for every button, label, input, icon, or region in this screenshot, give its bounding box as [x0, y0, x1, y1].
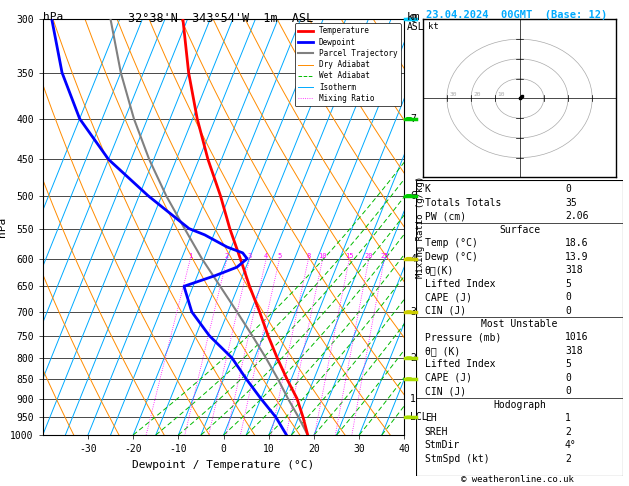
- Text: 8: 8: [306, 253, 311, 259]
- Text: 2: 2: [410, 353, 416, 363]
- Text: 13.9: 13.9: [565, 252, 589, 261]
- Text: Totals Totals: Totals Totals: [425, 198, 501, 208]
- Text: 6: 6: [410, 191, 416, 201]
- Text: 0: 0: [565, 184, 571, 194]
- Text: SREH: SREH: [425, 427, 448, 437]
- Text: 15: 15: [345, 253, 353, 259]
- Text: 20: 20: [474, 92, 481, 97]
- Text: 30: 30: [449, 92, 457, 97]
- Text: 1: 1: [565, 413, 571, 423]
- Text: 20: 20: [365, 253, 373, 259]
- Text: CAPE (J): CAPE (J): [425, 373, 472, 383]
- Text: 9: 9: [410, 15, 416, 24]
- Text: CIN (J): CIN (J): [425, 306, 466, 315]
- Text: 0: 0: [565, 292, 571, 302]
- Text: 1: 1: [410, 394, 416, 403]
- Text: Dewp (°C): Dewp (°C): [425, 252, 477, 261]
- Text: Hodograph: Hodograph: [493, 400, 546, 410]
- Text: 7: 7: [410, 114, 416, 124]
- Text: 5: 5: [277, 253, 282, 259]
- Text: 5: 5: [565, 278, 571, 289]
- Text: 2: 2: [565, 454, 571, 464]
- Text: 5: 5: [565, 360, 571, 369]
- Text: EH: EH: [425, 413, 437, 423]
- Text: hPa: hPa: [43, 12, 63, 22]
- Text: 4: 4: [264, 253, 269, 259]
- Y-axis label: hPa: hPa: [0, 217, 8, 237]
- Text: 0: 0: [565, 386, 571, 397]
- Text: θᴛ(K): θᴛ(K): [425, 265, 454, 275]
- Text: PW (cm): PW (cm): [425, 211, 466, 221]
- Text: Surface: Surface: [499, 225, 540, 235]
- Text: 10: 10: [318, 253, 327, 259]
- Text: CIN (J): CIN (J): [425, 386, 466, 397]
- Text: 2.06: 2.06: [565, 211, 589, 221]
- Text: Temp (°C): Temp (°C): [425, 238, 477, 248]
- X-axis label: Dewpoint / Temperature (°C): Dewpoint / Temperature (°C): [133, 460, 314, 469]
- Text: Mixing Ratio (g/kg): Mixing Ratio (g/kg): [416, 176, 425, 278]
- Text: StmDir: StmDir: [425, 440, 460, 451]
- Text: 0: 0: [565, 306, 571, 315]
- Text: 35: 35: [565, 198, 577, 208]
- Text: 3: 3: [410, 307, 416, 317]
- Legend: Temperature, Dewpoint, Parcel Trajectory, Dry Adiabat, Wet Adiabat, Isotherm, Mi: Temperature, Dewpoint, Parcel Trajectory…: [294, 23, 401, 106]
- Text: 4: 4: [410, 254, 416, 264]
- Text: 25: 25: [380, 253, 389, 259]
- Text: 0: 0: [565, 373, 571, 383]
- Text: 2: 2: [565, 427, 571, 437]
- Text: 1: 1: [188, 253, 192, 259]
- Text: K: K: [425, 184, 430, 194]
- Text: LCL: LCL: [410, 412, 428, 422]
- Text: km: km: [407, 12, 420, 22]
- Text: Lifted Index: Lifted Index: [425, 278, 495, 289]
- Text: 10: 10: [498, 92, 505, 97]
- Text: 18.6: 18.6: [565, 238, 589, 248]
- Text: 3: 3: [247, 253, 252, 259]
- Text: Most Unstable: Most Unstable: [481, 319, 558, 329]
- Text: Pressure (mb): Pressure (mb): [425, 332, 501, 343]
- Text: 2: 2: [225, 253, 229, 259]
- Text: StmSpd (kt): StmSpd (kt): [425, 454, 489, 464]
- Text: 1016: 1016: [565, 332, 589, 343]
- Text: 4°: 4°: [565, 440, 577, 451]
- Text: 23.04.2024  00GMT  (Base: 12): 23.04.2024 00GMT (Base: 12): [426, 10, 608, 20]
- Text: kt: kt: [428, 22, 438, 31]
- Text: θᴛ (K): θᴛ (K): [425, 346, 460, 356]
- Text: CAPE (J): CAPE (J): [425, 292, 472, 302]
- Text: Lifted Index: Lifted Index: [425, 360, 495, 369]
- Text: 318: 318: [565, 346, 582, 356]
- Text: 32°38'N  343°54'W  1m  ASL: 32°38'N 343°54'W 1m ASL: [128, 12, 313, 25]
- Text: 318: 318: [565, 265, 582, 275]
- Text: ASL: ASL: [407, 22, 425, 32]
- Text: © weatheronline.co.uk: © weatheronline.co.uk: [460, 474, 574, 484]
